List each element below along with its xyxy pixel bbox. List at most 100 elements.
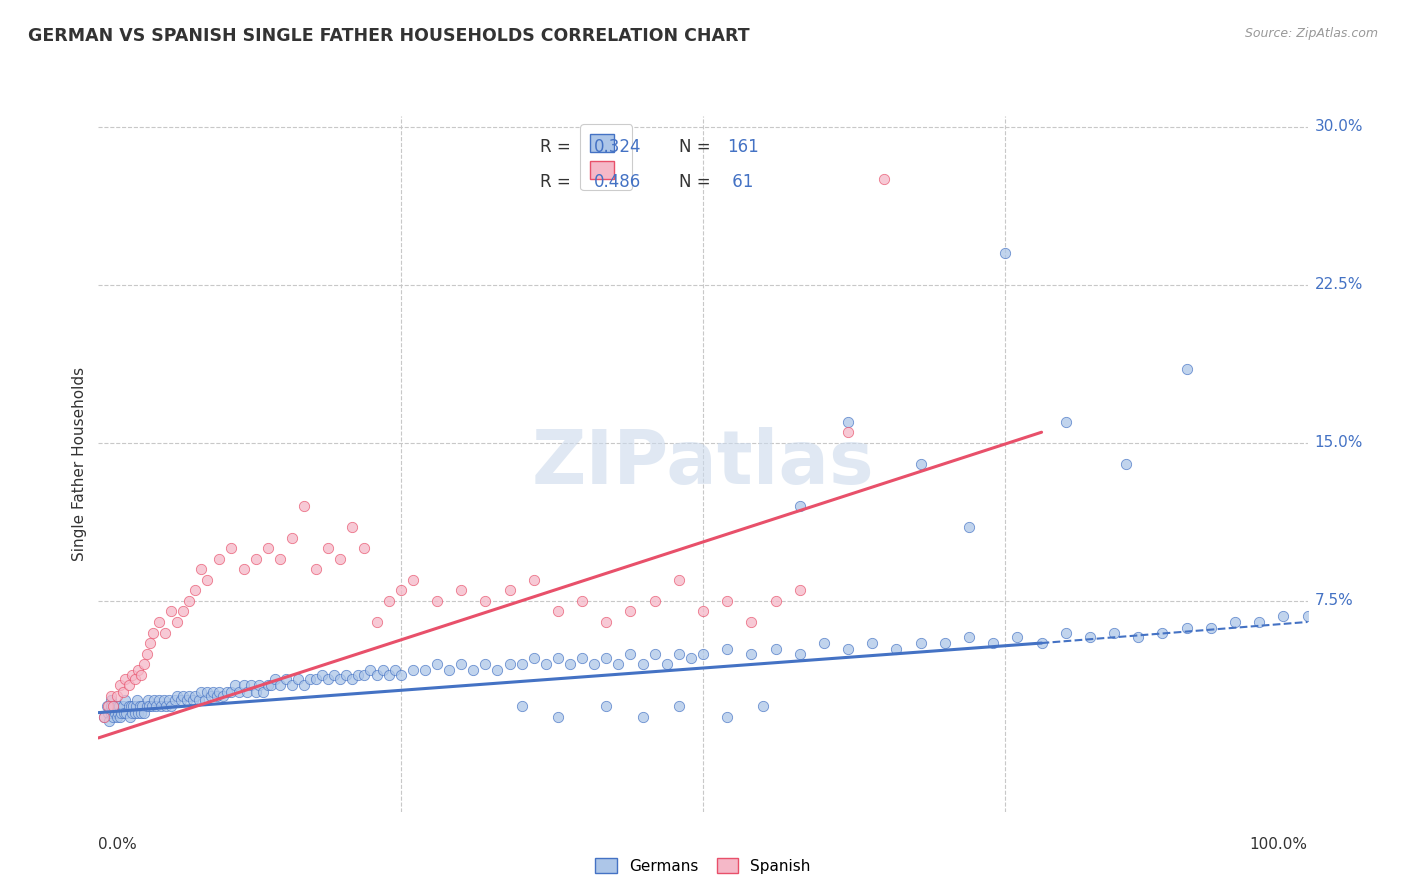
Point: [212, 689, 235, 703]
Point: [347, 667, 370, 681]
Point: [177, 689, 201, 703]
Point: [100, 689, 122, 703]
Point: [96, 699, 118, 714]
Point: [150, 699, 173, 714]
Point: [523, 650, 546, 665]
Point: [716, 710, 738, 724]
Point: [644, 594, 666, 608]
Point: [134, 657, 156, 672]
Point: [104, 706, 127, 720]
Point: [208, 684, 231, 698]
Point: [236, 684, 259, 698]
Point: [1115, 457, 1137, 471]
Point: [224, 678, 246, 692]
Point: [402, 573, 425, 587]
Point: [619, 604, 641, 618]
Point: [163, 693, 186, 707]
Point: [127, 664, 149, 678]
Point: [740, 615, 762, 629]
Point: [329, 551, 352, 566]
Text: 0.486: 0.486: [595, 173, 641, 191]
Point: [118, 699, 141, 714]
Point: [371, 664, 394, 678]
Point: [311, 667, 333, 681]
Point: [142, 625, 165, 640]
Point: [136, 693, 159, 707]
Point: [177, 594, 201, 608]
Text: 7.5%: 7.5%: [1315, 593, 1354, 608]
Point: [100, 699, 122, 714]
Point: [377, 594, 399, 608]
Point: [789, 647, 811, 661]
Point: [169, 693, 191, 707]
Point: [108, 699, 131, 714]
Point: [121, 706, 143, 720]
Point: [155, 699, 177, 714]
Point: [260, 678, 283, 692]
Point: [474, 657, 496, 672]
Point: [679, 650, 702, 665]
Point: [860, 636, 883, 650]
Point: [239, 678, 262, 692]
Point: [547, 604, 569, 618]
Point: [1175, 362, 1198, 376]
Point: [957, 520, 980, 534]
Point: [1078, 630, 1101, 644]
Point: [1031, 636, 1053, 650]
Point: [152, 693, 174, 707]
Text: Source: ZipAtlas.com: Source: ZipAtlas.com: [1244, 27, 1378, 40]
Point: [523, 573, 546, 587]
Point: [93, 710, 115, 724]
Text: 0.0%: 0.0%: [98, 837, 138, 852]
Point: [110, 706, 132, 720]
Point: [115, 706, 138, 720]
Point: [135, 699, 157, 714]
Point: [342, 672, 364, 686]
Point: [837, 425, 859, 440]
Point: [366, 615, 388, 629]
Point: [450, 657, 472, 672]
Point: [128, 699, 150, 714]
Point: [692, 604, 714, 618]
Point: [256, 678, 278, 692]
Point: [103, 699, 125, 714]
Point: [305, 672, 328, 686]
Point: [389, 667, 412, 681]
Point: [426, 657, 449, 672]
Point: [607, 657, 630, 672]
Point: [583, 657, 606, 672]
Point: [1249, 615, 1271, 629]
Point: [124, 672, 146, 686]
Point: [176, 693, 198, 707]
Point: [1054, 415, 1077, 429]
Point: [111, 684, 134, 698]
Point: [281, 678, 304, 692]
Text: R =: R =: [540, 173, 576, 191]
Point: [389, 583, 412, 598]
Point: [184, 689, 207, 703]
Point: [215, 684, 238, 698]
Point: [1102, 625, 1125, 640]
Point: [1007, 630, 1029, 644]
Point: [426, 594, 449, 608]
Point: [160, 699, 183, 714]
Point: [510, 657, 533, 672]
Point: [184, 583, 207, 598]
Point: [129, 667, 152, 681]
Point: [160, 604, 183, 618]
Point: [631, 657, 654, 672]
Point: [298, 672, 321, 686]
Point: [668, 573, 690, 587]
Point: [716, 642, 738, 657]
Point: [765, 642, 787, 657]
Point: [122, 699, 145, 714]
Point: [644, 647, 666, 661]
Point: [205, 689, 228, 703]
Text: 30.0%: 30.0%: [1315, 119, 1362, 134]
Point: [595, 699, 617, 714]
Point: [200, 689, 222, 703]
Point: [134, 706, 156, 720]
Point: [105, 689, 128, 703]
Point: [910, 457, 932, 471]
Point: [873, 172, 896, 186]
